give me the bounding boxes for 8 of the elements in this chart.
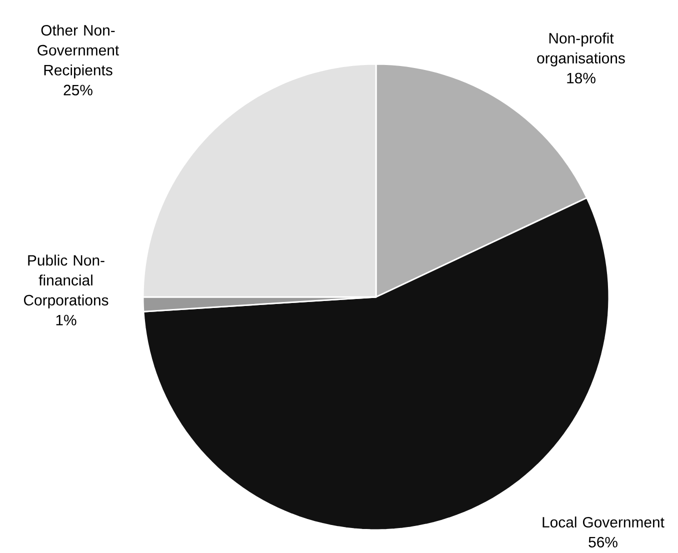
slice-label: Local Government [542, 516, 664, 528]
slice-label: Non-profit organisations [537, 32, 625, 66]
slice-label: Other Non-Government Recipients [38, 24, 119, 78]
slice-label: Public Non-financial Corporations [24, 254, 108, 308]
data-label: 56% [588, 536, 618, 548]
data-label: 1% [56, 314, 76, 326]
data-label: 25% [64, 84, 92, 96]
data-label: 18% [567, 72, 596, 84]
